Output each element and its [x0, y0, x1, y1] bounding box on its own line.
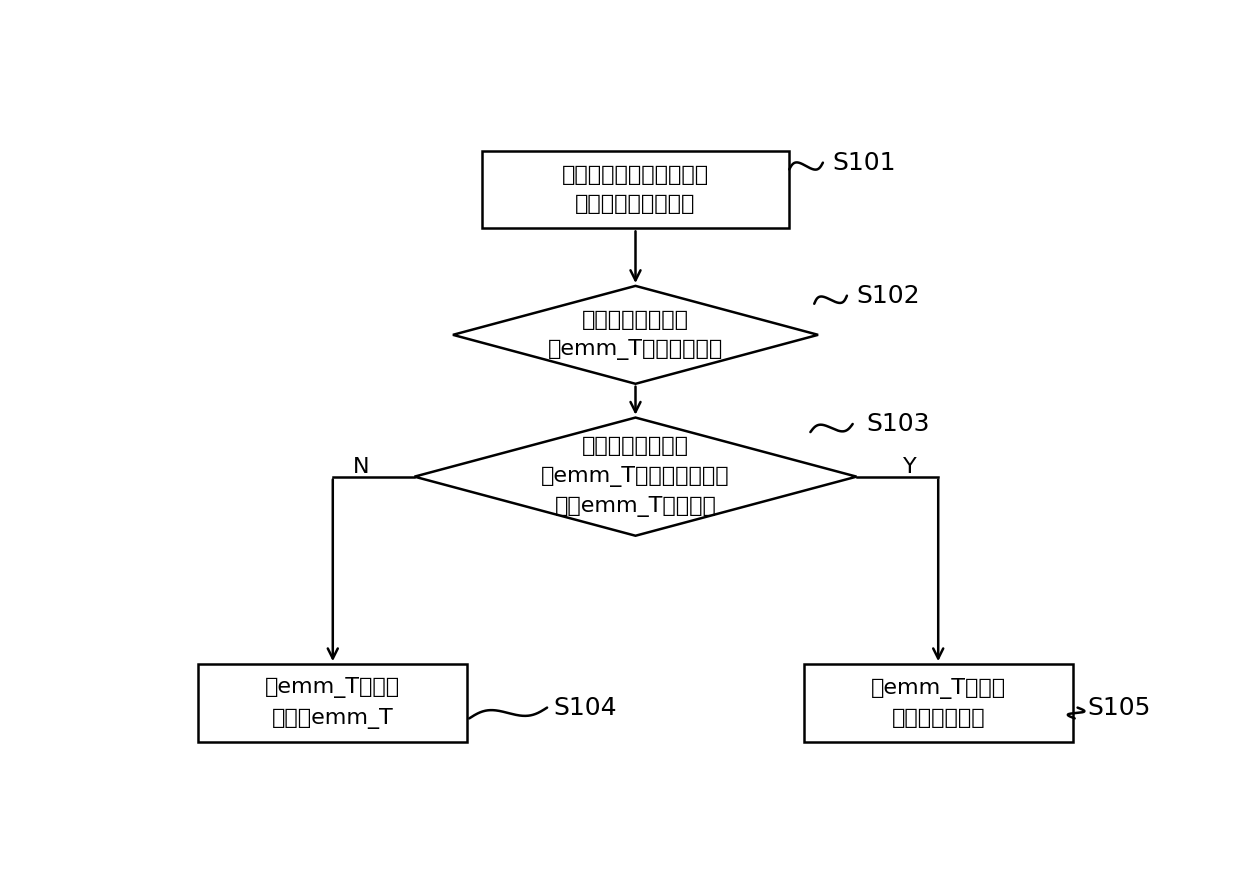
Text: S101: S101	[832, 151, 897, 175]
Text: 根据授权管理信息
（emm_T）的信息属性，
确定emm_T是否有效: 根据授权管理信息 （emm_T）的信息属性， 确定emm_T是否有效	[541, 436, 730, 517]
Text: Y: Y	[903, 457, 916, 476]
Polygon shape	[414, 417, 857, 536]
Text: 若emm_T无效，
则丢弃emm_T: 若emm_T无效， 则丢弃emm_T	[265, 677, 401, 729]
Text: S105: S105	[1087, 695, 1151, 720]
Text: 接收条件接收系统的前端
发送的授权管理信息: 接收条件接收系统的前端 发送的授权管理信息	[562, 165, 709, 215]
Text: S104: S104	[554, 695, 618, 720]
Polygon shape	[453, 286, 818, 384]
Bar	[804, 664, 1073, 742]
Bar	[481, 151, 789, 229]
Bar	[198, 664, 467, 742]
Text: S102: S102	[857, 283, 920, 308]
Text: 若emm_T有效，
则进行后续处理: 若emm_T有效， 则进行后续处理	[870, 678, 1006, 728]
Text: N: N	[353, 457, 370, 476]
Text: 确定授权管理信息
（emm_T）的信息属性: 确定授权管理信息 （emm_T）的信息属性	[548, 310, 723, 360]
Text: S103: S103	[866, 412, 930, 436]
